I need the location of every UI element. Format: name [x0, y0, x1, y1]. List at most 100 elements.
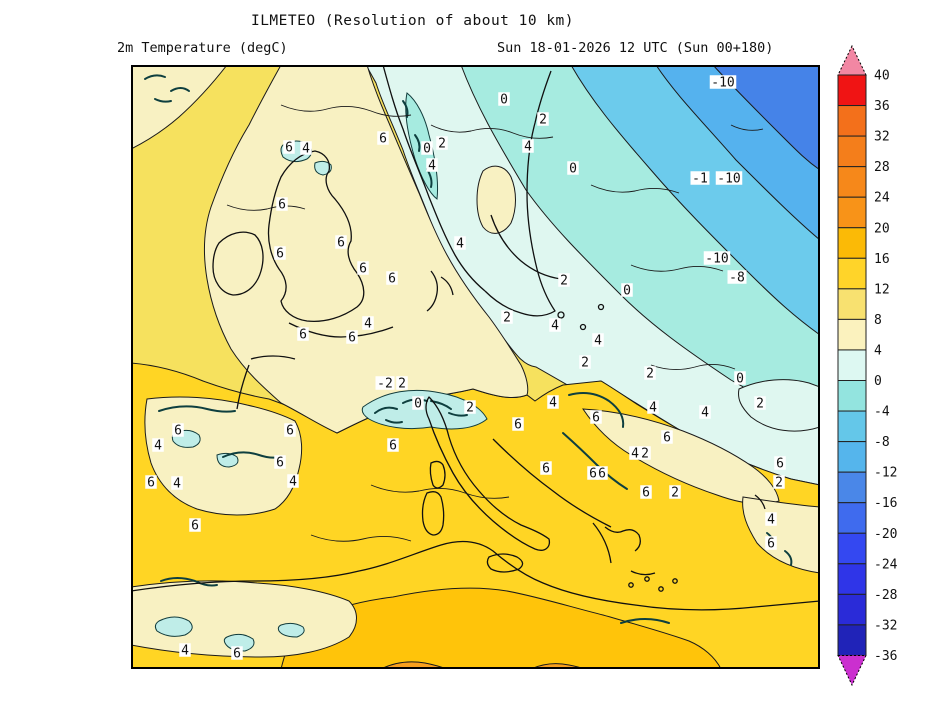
contour-label: 6	[598, 467, 606, 482]
contour-label: 2	[646, 367, 654, 382]
contour-label: 4	[701, 406, 709, 421]
contour-label-box	[596, 466, 608, 480]
colorbar-tick-label: -24	[874, 557, 898, 572]
temperature-colorbar: 40 36 32 28 24 20 16 12 8 4 0 -4 -8 -12 -16 -20 -24 -28 -3…	[836, 40, 940, 700]
contour-label: 6	[388, 272, 396, 287]
contour-label: 6	[278, 198, 286, 213]
colorbar-cell	[837, 318, 867, 351]
colorbar-tick-labels: 4036322824201612840-4-8-12-16-20-24-28-3…	[874, 69, 898, 664]
contour-label-box	[549, 318, 561, 332]
contour-label-box	[727, 270, 747, 284]
colorbar-tick-label: -20	[874, 527, 897, 542]
contour-label-box	[734, 371, 746, 385]
contour-label-box	[540, 461, 552, 475]
contour-label-box	[498, 92, 510, 106]
contour-label: 2	[466, 401, 474, 416]
contour-label: 6	[767, 537, 775, 552]
coastlines	[131, 65, 820, 611]
contour-label: 4	[524, 140, 532, 155]
contour-label: -8	[729, 271, 745, 286]
contour-label: 6	[389, 439, 397, 454]
zone-baltic-island-cream	[476, 165, 516, 234]
colorbar-cell	[837, 532, 867, 565]
contour-label: 2	[756, 397, 764, 412]
contour-label-box	[703, 251, 731, 265]
colorbar-cell	[837, 624, 867, 656]
zone-nw-corner-cream	[131, 65, 228, 150]
contour-label: 0	[569, 162, 577, 177]
contour-label: 6	[147, 476, 155, 491]
contour-label-box	[754, 396, 766, 410]
contour-label-box	[709, 75, 737, 89]
mountain-ridges	[144, 74, 793, 624]
isotherm-lines	[226, 104, 764, 542]
colorbar-cell	[837, 349, 867, 382]
colorbar-arrow-bottom	[837, 655, 867, 687]
colorbar-cell	[837, 471, 867, 504]
colorbar-tick-label: -32	[874, 618, 897, 633]
colorbar-tick-label: -16	[874, 496, 897, 511]
contour-label: -10	[705, 252, 728, 267]
contour-label: 2	[581, 356, 589, 371]
contour-label-box	[629, 446, 641, 460]
colorbar-cell	[837, 135, 867, 168]
contour-label: 6	[542, 462, 550, 477]
colorbar-tick-label: 8	[874, 313, 882, 328]
contour-label-box	[522, 139, 534, 153]
contour-label-box	[567, 161, 579, 175]
contour-label-box	[274, 246, 286, 260]
contour-label-box	[590, 410, 602, 424]
contour-label-box	[396, 376, 408, 390]
colorbar-tick-label: -28	[874, 588, 897, 603]
contour-label: 0	[623, 284, 631, 299]
colorbar-cell	[837, 563, 867, 595]
contour-label-box	[362, 316, 374, 330]
contour-label-box	[587, 466, 599, 480]
contour-label-box	[300, 141, 312, 155]
contour-label: 6	[776, 457, 784, 472]
contour-label-box	[172, 423, 184, 437]
contour-label: 4	[649, 401, 657, 416]
colorbar-tick-label: 12	[874, 282, 890, 297]
colorbar-cell	[837, 593, 867, 626]
contour-label: 4	[594, 334, 602, 349]
contour-label-box	[357, 261, 369, 275]
colorbar-tick-label: 28	[874, 160, 890, 175]
colorbar-cell	[837, 105, 867, 137]
contour-label-box	[661, 430, 673, 444]
colorbar-cell	[837, 502, 867, 534]
contour-label-box	[386, 271, 398, 285]
contour-label: 4	[631, 447, 639, 462]
colorbar-tick-label: 24	[874, 191, 890, 206]
contour-label: 2	[539, 113, 547, 128]
colorbar-cell	[837, 74, 867, 107]
contour-label: -10	[717, 172, 740, 187]
contour-label: 6	[348, 331, 356, 346]
contour-label: 6	[276, 247, 284, 262]
contour-label: 6	[379, 132, 387, 147]
contour-label: -10	[711, 76, 734, 91]
contour-label-box	[145, 475, 157, 489]
contour-label: 6	[514, 418, 522, 433]
contour-label: 4	[549, 396, 557, 411]
contour-label-box	[699, 405, 711, 419]
page-title: ILMETEO (Resolution of about 10 km)	[250, 13, 575, 29]
contour-label-box	[773, 475, 785, 489]
zone-black-sea	[738, 379, 820, 432]
contour-label-box	[284, 423, 296, 437]
contour-label: 6	[299, 328, 307, 343]
contour-label: 2	[398, 377, 406, 392]
colorbar-arrow-top	[837, 44, 867, 76]
contour-label-box	[375, 376, 395, 390]
contour-label-box	[647, 400, 659, 414]
colorbar-tick-label: -36	[874, 649, 897, 664]
contour-label-box	[579, 355, 591, 369]
contour-label: 0	[500, 93, 508, 108]
contour-label-box	[274, 455, 286, 469]
contour-label: 6	[191, 519, 199, 534]
contour-label: -2	[377, 377, 393, 392]
contour-label-box	[436, 136, 448, 150]
contour-label: 4	[181, 644, 189, 659]
colorbar-tick-label: -4	[874, 405, 890, 420]
colorbar-tick-label: 4	[874, 343, 882, 358]
